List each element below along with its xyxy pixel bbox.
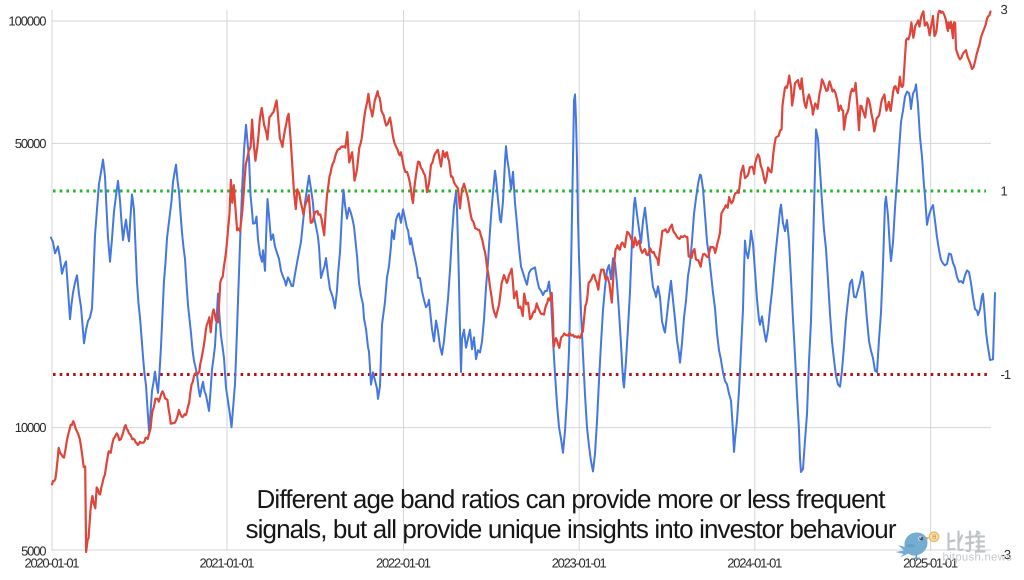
svg-text:10000: 10000 [15,420,47,435]
svg-text:50000: 50000 [15,136,47,151]
svg-text:2021-01-01: 2021-01-01 [200,556,255,571]
svg-text:5000: 5000 [21,544,46,559]
svg-text:2024-01-01: 2024-01-01 [727,556,782,571]
svg-text:Different age band ratios can: Different age band ratios can provide mo… [257,484,887,514]
svg-text:-1: -1 [1001,367,1012,382]
svg-text:-3: -3 [1001,547,1012,562]
svg-text:2022-01-01: 2022-01-01 [376,556,431,571]
svg-text:signals, but all provide uniqu: signals, but all provide unique insights… [246,514,897,544]
svg-text:2025-01-01: 2025-01-01 [903,556,958,571]
svg-text:100000: 100000 [8,14,46,29]
svg-text:1: 1 [1001,184,1008,199]
svg-text:2023-01-01: 2023-01-01 [552,556,607,571]
svg-text:3: 3 [1001,2,1008,17]
svg-text:bitpush.news: bitpush.news [943,552,1013,564]
svg-text:2020-01-01: 2020-01-01 [25,556,80,571]
